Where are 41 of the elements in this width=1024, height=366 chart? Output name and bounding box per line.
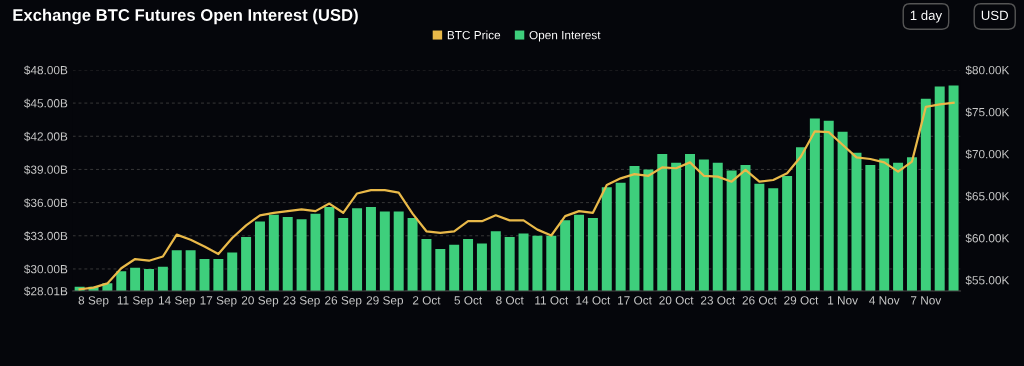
x-tick-label: 26 Oct [742,296,777,305]
y2-tick-label: $80.00K [965,65,1010,75]
line-series [78,101,955,291]
x-tick-label: 7 Nov [911,296,942,305]
y2-tick-label: $70.00K [965,149,1010,160]
y2-tick-label: $65.00K [965,191,1010,202]
x-tick-label: 23 Oct [700,296,736,305]
x-tick-label: 11 Sep [117,296,153,307]
legend-label: BTC Price [447,30,501,40]
y-tick-label: $33.00B [23,231,68,241]
x-tick-label: 11 Oct [535,296,569,305]
x-tick-label: 17 Sep [200,296,237,307]
y-tick-label: $36.00B [23,198,68,208]
y-tick-label: $28.01B [23,286,68,297]
x-tick-label: 8 Sep [78,296,109,307]
text: USD [981,10,1009,21]
y-tick-label: $45.00B [23,98,68,109]
x-tick-label: 29 Oct [784,296,819,305]
x-tick-label: 1 Nov [828,296,858,305]
x-tick-label: 17 Oct [618,296,652,305]
x-tick-label: 2 Oct [412,296,441,305]
y2-tick-label: $55.00K [965,275,1010,286]
x-tick-label: 26 Sep [325,296,362,307]
x-tick-label: 20 Oct [659,296,694,305]
text: 1 day [910,10,943,23]
y2-tick-label: $75.00K [965,107,1010,118]
y2-tick-label: $60.00K [965,233,1010,244]
x-tick-label: 14 Oct [576,296,611,305]
x-tick-label: 23 Sep [283,296,320,307]
x-tick-label: 8 Oct [496,296,524,305]
x-tick-label: 14 Sep [158,296,195,307]
x-tick-label: 4 Nov [869,296,900,305]
x-tick-label: 20 Sep [241,296,279,307]
x-tick-label: 5 Oct [454,296,483,305]
y-tick-label: $48.00B [23,65,68,75]
legend-label: Open Interest [529,30,601,42]
y-tick-label: $39.00B [23,164,68,175]
chart-title: Exchange BTC Futures Open Interest (USD) [13,8,358,25]
y-tick-label: $42.00B [23,131,68,142]
y-tick-label: $30.00B [23,264,68,275]
x-tick-label: 29 Sep [366,296,404,307]
